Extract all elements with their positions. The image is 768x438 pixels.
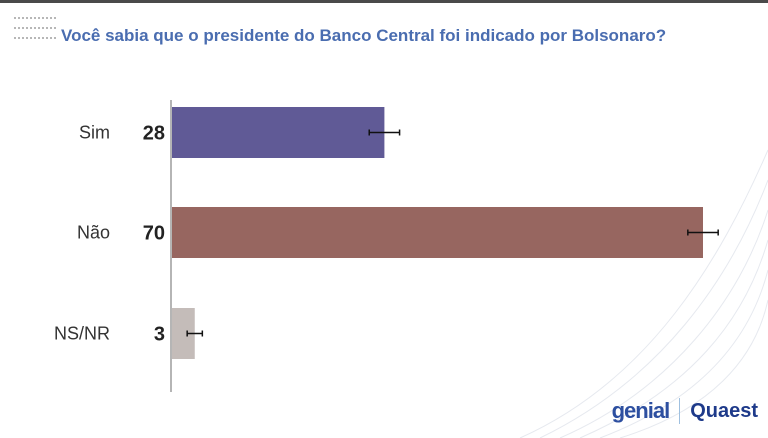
bar-nsnr (172, 308, 195, 359)
value-label: 28 (143, 123, 165, 145)
logos: genial Quaest (612, 398, 758, 424)
value-label: 3 (154, 324, 165, 346)
decorative-dots (14, 17, 56, 47)
quaest-logo: Quaest (690, 399, 758, 422)
category-label: NS/NR (54, 324, 110, 344)
value-label: 70 (143, 223, 165, 245)
decorative-waves (519, 149, 768, 438)
genial-logo: genial (611, 398, 671, 423)
top-bar (0, 0, 768, 3)
chart-title: Você sabia que o presidente do Banco Cen… (61, 26, 667, 45)
bar-sim (172, 107, 385, 158)
category-label: Sim (79, 123, 110, 143)
category-label: Não (77, 223, 110, 243)
bar-não (172, 207, 703, 258)
